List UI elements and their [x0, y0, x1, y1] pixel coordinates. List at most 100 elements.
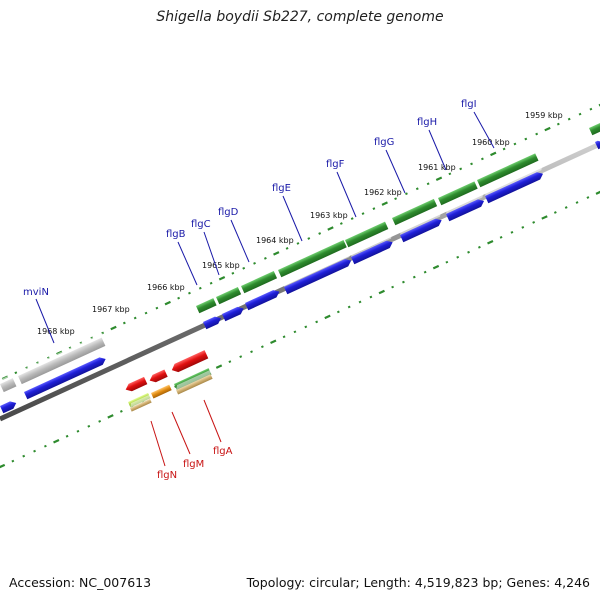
genome-summary: Topology: circular; Length: 4,519,823 bp… [246, 575, 590, 590]
gene-label-flgI: flgI [461, 99, 477, 110]
ruler-minor-tick [231, 271, 235, 275]
cds-block-edge-body [595, 140, 600, 150]
gene-block-flgI-body [477, 153, 539, 188]
gene-block-flgH [438, 176, 478, 206]
ruler-major-tick [432, 264, 440, 270]
ruler-minor-tick [553, 211, 557, 214]
ruler-minor-tick [43, 444, 47, 448]
ruler-minor-tick [350, 217, 354, 220]
gene-block-flgM-top [151, 379, 171, 393]
cds-block-flgE-top [284, 252, 351, 287]
ruler-minor-tick [293, 330, 297, 334]
ruler-kbp-label: 1959 kbp [525, 111, 563, 120]
cds-block-flgI-body [485, 172, 544, 204]
cds-block-flgF-body [351, 240, 393, 265]
ruler-minor-tick [405, 192, 408, 196]
outer-ruler-ticks [1, 103, 600, 380]
gene-block-flgF [345, 216, 389, 248]
ruler-kbp-label: 1964 kbp [256, 236, 294, 245]
gene-block-flgN-2 [130, 393, 152, 412]
cds-block-left-edge [0, 394, 17, 414]
cds-block-flgE [284, 252, 352, 295]
leader-line-flgN [150, 420, 166, 467]
ruler-minor-tick [394, 197, 398, 201]
leader-line-mviN [35, 298, 55, 344]
cds-block-flgM-top [148, 364, 166, 377]
cds-block-flgA-body [171, 350, 209, 373]
gene-block-flgD-top [241, 266, 275, 286]
gene-label-flgG: flgG [374, 137, 394, 148]
leader-line-flgD [230, 219, 250, 263]
cds-block-flgH-top [446, 192, 484, 214]
ruler-minor-tick [122, 321, 126, 325]
cds-block-mviN-top [24, 350, 106, 392]
ruler-minor-tick [65, 434, 69, 438]
ruler-minor-tick [198, 286, 202, 290]
ruler-minor-tick [260, 345, 264, 349]
ruler-minor-tick [253, 261, 256, 265]
ruler-major-tick [164, 300, 171, 306]
ruler-minor-tick [304, 325, 308, 329]
gene-block-flgI [477, 148, 539, 188]
ruler-minor-tick [155, 306, 159, 310]
ruler-minor-tick [177, 296, 181, 300]
gene-block-flgD [241, 266, 278, 294]
ruler-kbp-label: 1962 kbp [364, 188, 402, 197]
ruler-major-tick [0, 463, 6, 469]
ruler-minor-tick [87, 424, 91, 428]
cds-block-mviN [24, 350, 106, 400]
cds-block-flgB-top [203, 309, 221, 322]
cds-block-flgC [222, 299, 244, 322]
gene-block-mviN [18, 332, 106, 385]
gene-block-edge [589, 117, 600, 136]
ruler-minor-tick [578, 112, 582, 116]
gene-block-flgG-top [392, 193, 435, 218]
gene-block-flgB-top [196, 293, 215, 306]
ruler-minor-tick [119, 410, 123, 413]
cds-block-flgF [351, 233, 393, 265]
ruler-minor-tick [369, 295, 373, 299]
leader-line-flgC [203, 231, 220, 276]
cds-block-flgN [124, 371, 148, 392]
leader-line-flgF [336, 171, 357, 218]
accession-label: Accession: NC_007613 [9, 575, 152, 590]
ruler-minor-tick [499, 235, 503, 239]
ruler-minor-tick [22, 454, 26, 458]
ruler-minor-tick [33, 449, 36, 453]
ruler-minor-tick [589, 107, 593, 111]
ruler-minor-tick [467, 250, 470, 254]
ruler-minor-tick [567, 117, 571, 121]
ruler-minor-tick [524, 137, 528, 141]
ruler-minor-tick [456, 255, 460, 259]
ruler-minor-tick [372, 207, 376, 210]
ruler-major-tick [53, 438, 60, 444]
cds-block-flgD [245, 283, 280, 311]
cds-block-mviN-body [24, 357, 106, 400]
ruler-minor-tick [470, 162, 473, 166]
ruler-minor-tick [391, 285, 395, 289]
leader-line-flgG [385, 149, 406, 194]
gene-block-flgH-body [438, 181, 478, 206]
leader-line-flgI [473, 111, 495, 149]
ruler-minor-tick [448, 172, 452, 176]
ruler-minor-tick [76, 429, 80, 433]
gene-block-mviN-body [18, 337, 106, 385]
gene-block-edge-top [589, 117, 600, 128]
gene-features [0, 117, 600, 414]
ruler-minor-tick [564, 206, 568, 209]
cds-block-flgM-body [149, 369, 168, 383]
ruler-minor-tick [336, 310, 340, 314]
ruler-minor-tick [347, 305, 351, 309]
ruler-minor-tick [188, 291, 191, 295]
ruler-kbp-label: 1968 kbp [37, 327, 75, 336]
cds-block-flgB [203, 309, 222, 330]
ruler-major-tick [273, 251, 280, 256]
ruler-minor-tick [242, 266, 246, 270]
cds-block-flgG-top [400, 211, 442, 235]
ruler-major-tick [490, 151, 497, 157]
cds-block-flgA [170, 345, 209, 373]
cds-block-edge-top [595, 133, 600, 142]
cds-block-flgM [148, 364, 168, 383]
gene-block-flgC [216, 282, 242, 305]
